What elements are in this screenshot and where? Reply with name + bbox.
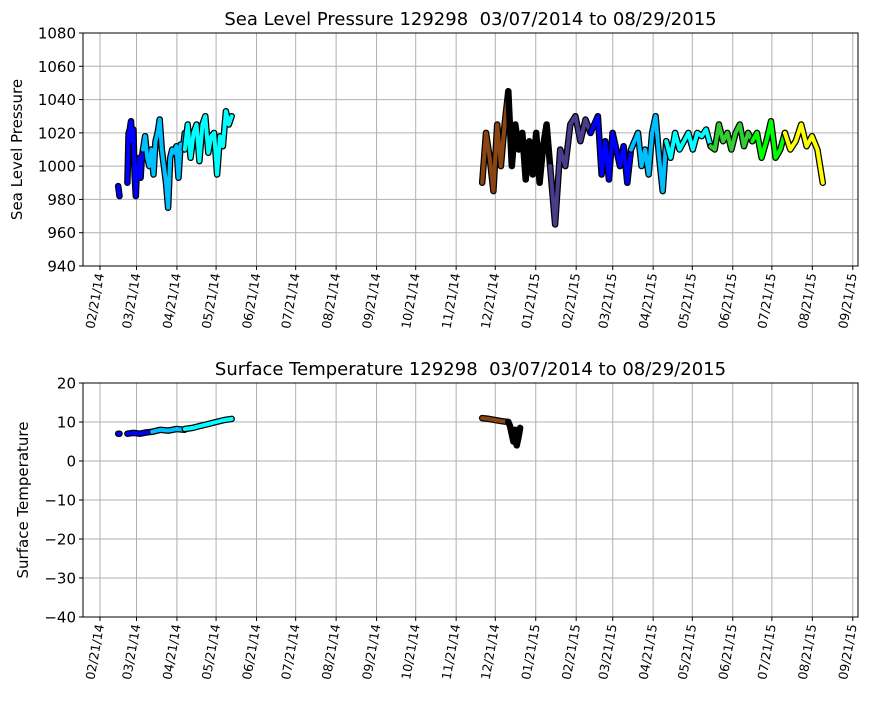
- x-tick-label: 02/21/15: [559, 623, 584, 681]
- y-tick-label: −10: [44, 492, 76, 510]
- x-tick-label: 06/21/15: [715, 623, 740, 681]
- x-tick-label: 10/21/14: [398, 272, 423, 330]
- chart-title: Surface Temperature 129298 03/07/2014 to…: [215, 359, 726, 380]
- x-tick-label: 08/21/15: [795, 623, 820, 681]
- series-segment-5: [480, 416, 511, 424]
- x-tick-label: 08/21/15: [795, 272, 820, 330]
- x-tick-label: 10/21/14: [398, 623, 423, 681]
- x-tick-label: 07/21/14: [278, 272, 303, 330]
- series-segment-10: [664, 127, 713, 160]
- series-segment-5: [480, 89, 511, 194]
- series-segment-6: [506, 420, 523, 448]
- y-tick-label: 960: [47, 224, 76, 242]
- y-axis-label: Surface Temperature: [14, 422, 32, 579]
- x-tick-label: 08/21/14: [319, 272, 344, 330]
- x-tick-label: 06/21/15: [715, 272, 740, 330]
- x-tick-label: 08/21/14: [319, 623, 344, 681]
- x-tick-label: 11/21/14: [439, 623, 464, 681]
- x-tick-label: 02/21/14: [82, 272, 107, 330]
- x-tick-label: 01/21/15: [518, 272, 543, 330]
- x-tick-label: 09/21/14: [359, 272, 384, 330]
- y-tick-label: −20: [44, 531, 76, 549]
- series-segment-1: [116, 184, 122, 199]
- x-tick-label: 06/21/14: [239, 623, 264, 681]
- x-tick-label: 07/21/15: [754, 272, 779, 330]
- series-segment-13: [782, 122, 825, 185]
- x-tick-label: 04/21/15: [636, 272, 661, 330]
- x-tick-label: 03/21/14: [119, 272, 144, 330]
- y-tick-label: −30: [44, 570, 76, 588]
- y-tick-label: −40: [44, 609, 76, 627]
- x-tick-label: 05/21/15: [675, 623, 700, 681]
- y-tick-label: 1080: [38, 25, 76, 43]
- series-segment-11: [708, 122, 755, 152]
- x-tick-label: 01/21/15: [518, 623, 543, 681]
- subplot-2: 02/21/14 03/21/14 04/21/14 05/21/14 06/21/14…: [14, 359, 860, 681]
- x-tick-label: 06/21/14: [239, 272, 264, 330]
- x-tick-label: 03/21/15: [595, 623, 620, 681]
- axes-frame: [82, 32, 859, 267]
- x-tick-label: 11/21/14: [439, 272, 464, 330]
- y-tick-label: 0: [66, 453, 76, 471]
- series-segment-9: [629, 114, 669, 194]
- x-tick-label: 03/21/15: [595, 272, 620, 330]
- x-tick-label: 04/21/14: [159, 623, 184, 681]
- series-segment-3: [150, 427, 187, 434]
- y-tick-label: 940: [47, 258, 76, 276]
- y-tick-label: 10: [57, 414, 76, 432]
- y-tick-label: 1060: [38, 58, 76, 76]
- series-segment-3: [141, 117, 187, 210]
- series-segment-4: [182, 109, 234, 177]
- x-tick-label: 05/21/15: [675, 272, 700, 330]
- series-segment-8: [588, 114, 633, 185]
- x-tick-label: 04/21/15: [636, 623, 661, 681]
- x-tick-label: 02/21/15: [559, 272, 584, 330]
- series-segment-7: [548, 114, 593, 227]
- x-tick-label: 04/21/14: [159, 272, 184, 330]
- series-segment-2: [125, 119, 145, 199]
- y-tick-label: 980: [47, 191, 76, 209]
- x-tick-label: 05/21/14: [199, 272, 224, 330]
- x-tick-label: 09/21/15: [835, 623, 860, 681]
- y-tick-label: 1000: [38, 158, 76, 176]
- y-tick-label: 1040: [38, 91, 76, 109]
- x-tick-label: 07/21/14: [278, 623, 303, 681]
- x-tick-label: 12/21/14: [478, 623, 503, 681]
- x-tick-label: 05/21/14: [199, 623, 224, 681]
- series-segment-12: [750, 119, 787, 160]
- x-tick-label: 09/21/14: [359, 623, 384, 681]
- x-tick-label: 03/21/14: [119, 623, 144, 681]
- y-axis-label: Sea Level Pressure: [8, 79, 26, 220]
- series-segment-2: [125, 429, 155, 436]
- x-tick-label: 07/21/15: [754, 623, 779, 681]
- x-tick-label: 12/21/14: [478, 272, 503, 330]
- series-segment-4: [182, 416, 234, 431]
- x-tick-label: 09/21/15: [835, 272, 860, 330]
- y-tick-label: 1020: [38, 124, 76, 142]
- chart-title: Sea Level Pressure 129298 03/07/2014 to …: [224, 9, 716, 30]
- series-segment-6: [506, 89, 553, 185]
- subplot-1: 02/21/14 03/21/14 04/21/14 05/21/14 06/21/14…: [8, 9, 860, 330]
- x-tick-label: 02/21/14: [82, 623, 107, 681]
- axes-frame: [82, 382, 859, 618]
- y-tick-label: 20: [57, 375, 76, 393]
